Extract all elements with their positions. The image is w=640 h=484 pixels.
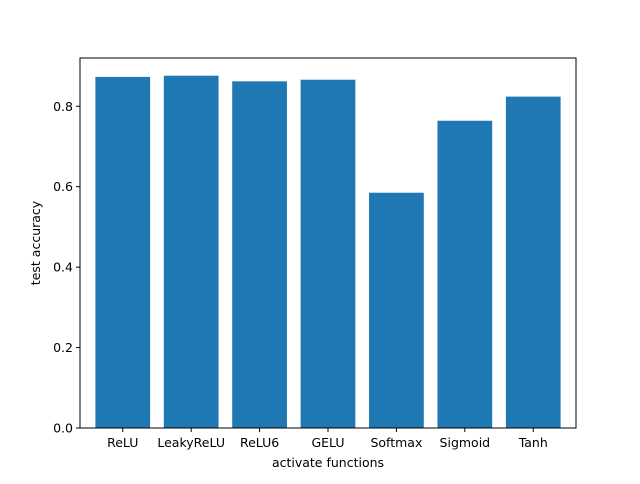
bar-softmax [369,192,424,428]
x-axis-label: activate functions [272,455,384,470]
y-tick-label: 0.8 [53,99,73,114]
bars-layer [95,75,561,429]
bar-tanh [505,96,561,429]
y-tick-label: 0.2 [53,340,73,355]
bar-relu6 [232,81,287,428]
y-tick-label: 0.0 [53,421,73,436]
y-tick-label: 0.6 [53,179,73,194]
y-axis-label: test accuracy [28,200,43,285]
y-axis-ticks: 0.0 0.2 0.4 0.6 0.8 [53,99,80,436]
x-tick-label: Softmax [370,435,422,450]
bar-gelu [300,79,356,428]
x-axis-ticks: ReLU LeakyReLU ReLU6 GELU Softmax Sigmoid Tanh [107,428,548,450]
x-tick-label: ReLU6 [240,435,279,450]
bar-relu [95,76,151,429]
x-tick-label: GELU [311,435,344,450]
bar-sigmoid [437,120,493,429]
x-tick-label: Sigmoid [440,435,491,450]
bar-leakyrelu [163,75,219,428]
y-tick-label: 0.4 [53,260,73,275]
x-tick-label: LeakyReLU [157,435,225,450]
x-tick-label: ReLU [107,435,138,450]
x-tick-label: Tanh [518,435,548,450]
